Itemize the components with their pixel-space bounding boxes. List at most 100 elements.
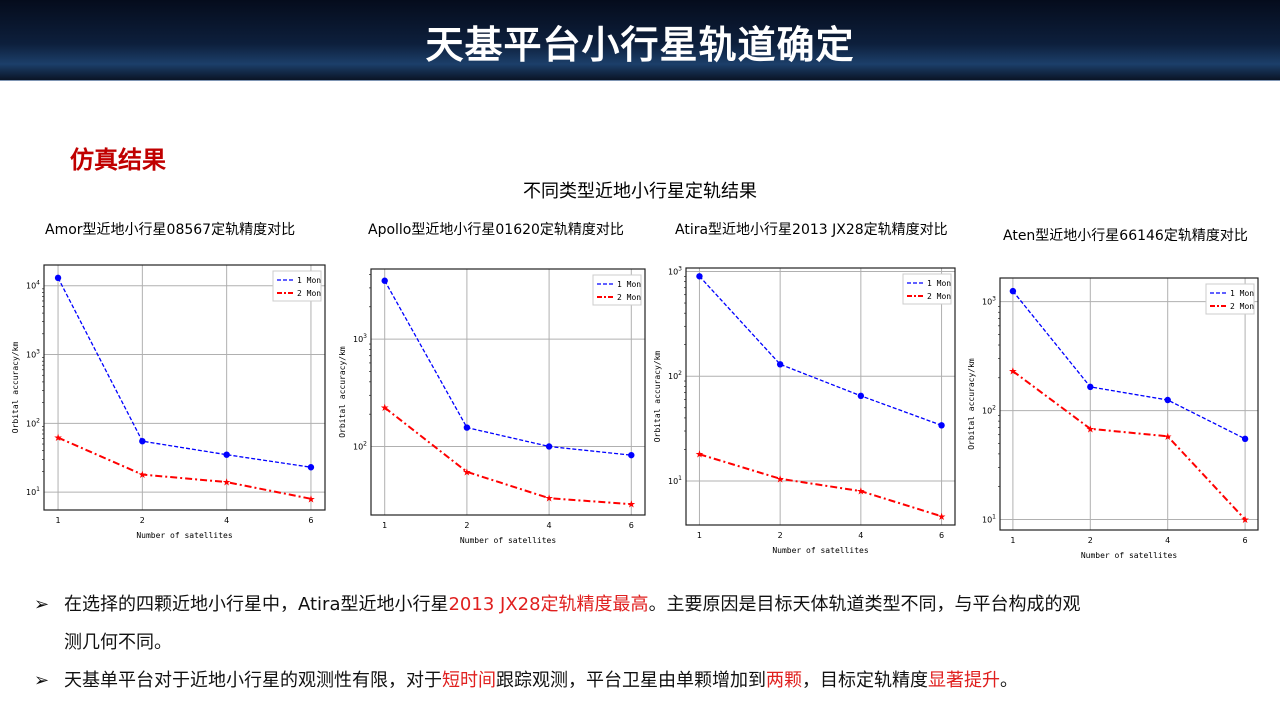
data-point-2mon: ★ [222, 478, 231, 489]
y-tick-exponent: 2 [992, 405, 996, 412]
y-tick-exponent: 2 [678, 370, 682, 377]
y-tick-label: 103 [353, 333, 367, 344]
y-axis-label: Orbital accuracy/km [11, 342, 20, 434]
bullet-text-cont: 测几何不同。 [64, 632, 172, 653]
arrow-bullet-icon: ➢ [34, 670, 50, 691]
y-tick-label: 102 [668, 370, 682, 381]
chart-3: 101 102 103 1 2 4 6 Number of satellites Orbital… [967, 277, 1259, 560]
x-tick-label: 6 [629, 521, 634, 530]
bullet-2: ➢ 天基单平台对于近地小行星的观测性有限，对于短时间跟踪观测，平台卫星由单颗增加到… [34, 662, 1254, 700]
x-axis-label: Number of satellites [772, 546, 869, 555]
y-tick-label: 104 [26, 280, 40, 291]
data-point-2mon: ★ [776, 474, 785, 485]
series-line-2mon [57, 436, 312, 500]
section-title: 仿真结果 [70, 146, 166, 174]
bullet-text: 。主要原因是目标天体轨道类型不同，与平台构成的观 [648, 594, 1081, 615]
data-point-1mon [1241, 435, 1249, 443]
x-tick-label: 6 [1243, 536, 1248, 545]
header-banner: 天基平台小行星轨道确定 [0, 0, 1280, 81]
series-line-2mon [1012, 370, 1246, 521]
bullet-highlight: 显著提升 [928, 670, 1000, 691]
y-tick-exponent: 3 [36, 349, 40, 356]
data-point-1mon [381, 277, 388, 284]
data-point-2mon: ★ [1163, 432, 1172, 443]
plot-frame [43, 264, 326, 511]
data-point-1mon [1164, 396, 1171, 404]
plot-frame [999, 277, 1259, 531]
bullet-highlight: 两颗 [766, 670, 802, 691]
data-point-2mon: ★ [937, 512, 946, 523]
legend-box [902, 273, 952, 305]
x-tick-label: 2 [464, 521, 469, 530]
y-tick-exponent: 2 [36, 417, 40, 424]
data-point-2mon: ★ [306, 494, 315, 505]
y-tick-label: 103 [982, 296, 996, 307]
data-point-1mon [307, 464, 315, 471]
data-point-2mon: ★ [627, 500, 636, 511]
arrow-bullet-icon: ➢ [34, 594, 50, 615]
series-line-1mon [384, 280, 632, 456]
bullet-text: ，目标定轨精度 [802, 670, 928, 691]
y-tick-label: 101 [982, 513, 996, 524]
y-tick-label: 102 [353, 440, 367, 451]
y-tick-exponent: 1 [678, 475, 682, 482]
figure-title: 不同类型近地小行星定轨结果 [523, 181, 757, 202]
bullet-text: 。 [1000, 670, 1018, 691]
legend-label: 1 Mon [617, 280, 641, 289]
bullet-text: 天基单平台对于近地小行星的观测性有限，对于 [64, 670, 442, 691]
data-point-2mon: ★ [380, 403, 389, 414]
legend-label: 1 Mon [1230, 289, 1254, 298]
x-tick-label: 6 [308, 516, 313, 525]
bullet-text: 在选择的四颗近地小行星中，Atira型近地小行星 [64, 594, 449, 615]
y-tick-exponent: 4 [36, 280, 40, 287]
data-point-1mon [938, 422, 945, 429]
data-point-1mon [463, 424, 471, 431]
x-tick-label: 2 [778, 531, 783, 540]
y-axis-label: Orbital accuracy/km [338, 346, 347, 438]
series-line-1mon [1012, 290, 1246, 440]
y-tick-label: 102 [26, 417, 40, 428]
series-line-1mon [57, 277, 312, 468]
x-tick-label: 4 [858, 531, 863, 540]
data-point-2mon: ★ [1241, 515, 1250, 526]
data-point-2mon: ★ [462, 467, 471, 478]
chart-1: 102 103 1 2 4 6 Number of satellites Orbital ac… [338, 268, 646, 545]
x-axis-label: Number of satellites [136, 531, 233, 540]
plot-frame [370, 268, 646, 516]
series-line-2mon [699, 453, 942, 518]
data-point-2mon: ★ [1086, 424, 1095, 435]
y-tick-label: 102 [982, 405, 996, 416]
chart-title-atira: Atira型近地小行星2013 JX28定轨精度对比 [675, 222, 948, 238]
y-tick-exponent: 2 [363, 440, 367, 447]
legend-label: 2 Mon [617, 293, 641, 302]
series-line-2mon [384, 406, 632, 506]
data-point-1mon [776, 361, 784, 368]
data-point-1mon [696, 273, 703, 280]
data-point-1mon [545, 443, 553, 450]
data-point-1mon [1087, 383, 1094, 391]
y-tick-exponent: 1 [992, 513, 996, 520]
x-axis-label: Number of satellites [1081, 551, 1178, 560]
x-tick-label: 1 [56, 516, 61, 525]
legend-box [1205, 283, 1255, 315]
chart-2: 101 102 103 1 2 4 6 Number of satellites Orbital… [653, 266, 956, 555]
data-point-1mon [628, 451, 635, 459]
y-tick-exponent: 3 [363, 333, 367, 340]
data-point-1mon [857, 392, 865, 400]
bullet-text: 跟踪观测，平台卫星由单颗增加到 [496, 670, 766, 691]
x-tick-label: 1 [697, 531, 702, 540]
x-tick-label: 1 [382, 521, 387, 530]
y-tick-exponent: 3 [992, 296, 996, 303]
data-point-1mon [1009, 287, 1017, 295]
legend-label: 2 Mon [1230, 302, 1254, 311]
data-point-2mon: ★ [695, 450, 704, 461]
slide-title: 天基平台小行星轨道确定 [425, 23, 855, 67]
plot-frame [685, 267, 956, 526]
chart-title-apollo: Apollo型近地小行星01620定轨精度对比 [368, 222, 624, 238]
x-tick-label: 1 [1010, 536, 1015, 545]
x-tick-label: 6 [939, 531, 944, 540]
chart-0: 101 102 103 104 1 2 4 6 Number of satellites Orbi… [11, 264, 326, 540]
bullet-highlight: 2013 JX28定轨精度最高 [448, 594, 649, 615]
series-line-1mon [698, 275, 942, 426]
y-tick-label: 103 [668, 266, 682, 277]
